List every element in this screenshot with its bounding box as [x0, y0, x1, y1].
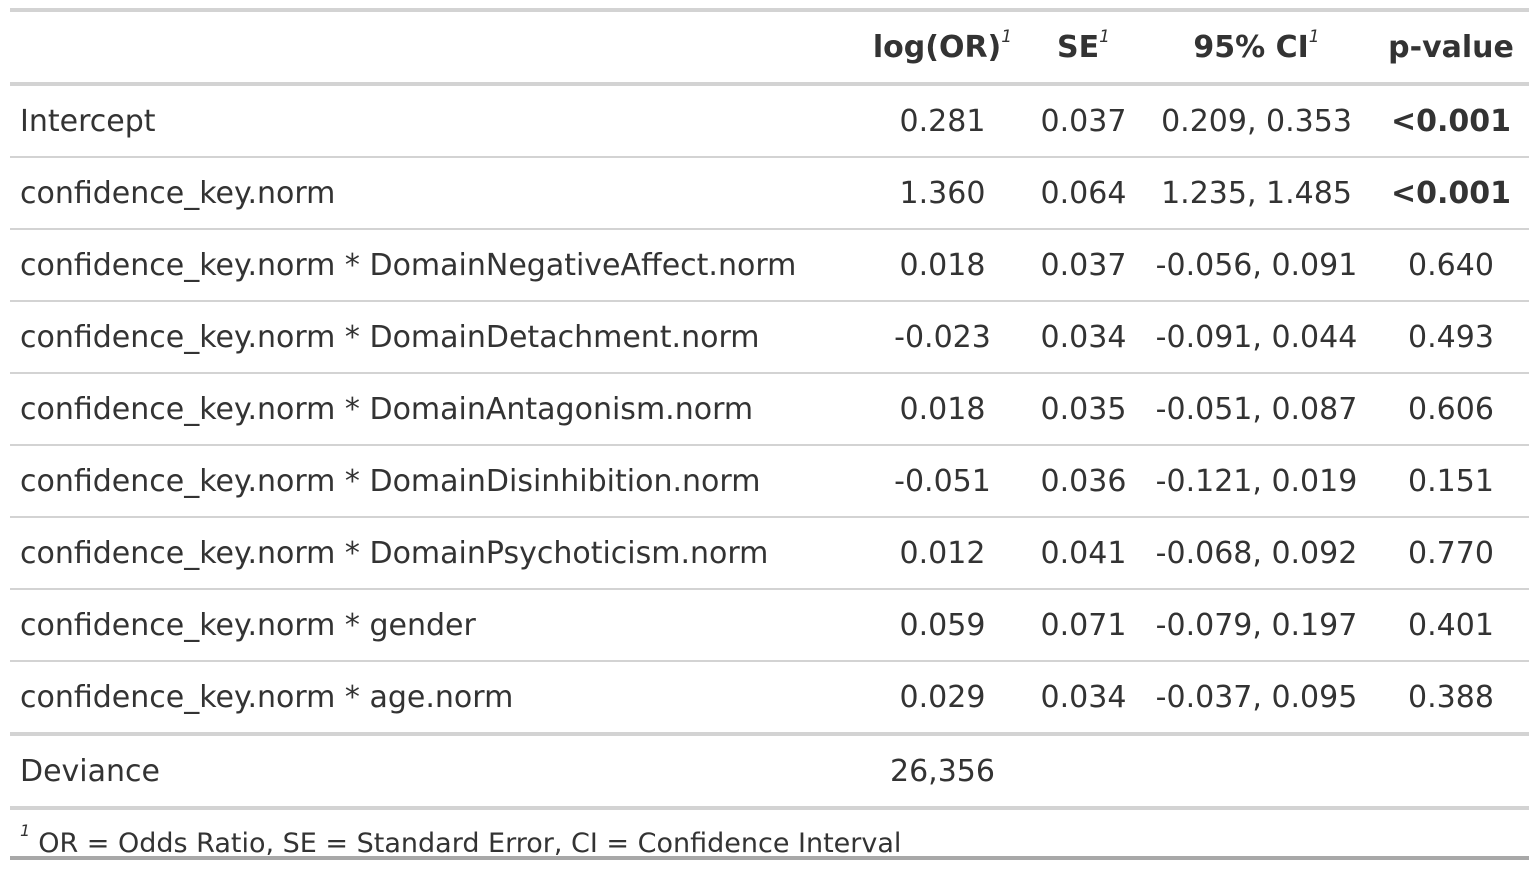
ci-cell: -0.037, 0.095 — [1140, 661, 1373, 736]
se-cell: 0.041 — [1027, 517, 1140, 590]
term-label-cell: confidence_key.norm * gender — [10, 589, 858, 662]
log-or-cell: 0.059 — [858, 589, 1027, 662]
p-value-cell: 0.493 — [1373, 301, 1529, 374]
table-footnote: 1 OR = Odds Ratio, SE = Standard Error, C… — [10, 810, 1529, 860]
p-value-cell: 0.401 — [1373, 589, 1529, 662]
table-row: confidence_key.norm * gender 0.059 0.071 -0… — [10, 589, 1529, 662]
footnote-marker: 1 — [1099, 26, 1110, 47]
table-row: confidence_key.norm * DomainDetachment.n… — [10, 301, 1529, 374]
log-or-cell: 1.360 — [858, 157, 1027, 230]
p-value-cell: 0.388 — [1373, 661, 1529, 736]
footnote-marker: 1 — [20, 821, 31, 840]
header-se: SE1 — [1027, 10, 1140, 86]
term-label-cell: confidence_key.norm * DomainNegativeAffe… — [10, 229, 858, 302]
table-row: confidence_key.norm * DomainDisinhibitio… — [10, 445, 1529, 518]
header-log-or: log(OR)1 — [858, 10, 1027, 86]
table-row: confidence_key.norm * DomainPsychoticism… — [10, 517, 1529, 590]
ci-cell: -0.121, 0.019 — [1140, 445, 1373, 518]
p-value-cell: 0.151 — [1373, 445, 1529, 518]
se-cell: 0.071 — [1027, 589, 1140, 662]
term-label-cell: confidence_key.norm * DomainDetachment.n… — [10, 301, 858, 374]
glance-label: Deviance — [10, 734, 858, 810]
table-row: confidence_key.norm 1.360 0.064 1.235, 1.48… — [10, 157, 1529, 230]
term-label-cell: Intercept — [10, 84, 858, 158]
glance-value: 26,356 — [858, 734, 1027, 810]
table-row: confidence_key.norm * age.norm 0.029 0.034… — [10, 661, 1529, 736]
p-value-cell: 0.770 — [1373, 517, 1529, 590]
term-label-cell: confidence_key.norm — [10, 157, 858, 230]
ci-cell: -0.068, 0.092 — [1140, 517, 1373, 590]
header-p-value: p-value — [1373, 10, 1529, 86]
glance-empty-p — [1373, 734, 1529, 810]
ci-cell: -0.056, 0.091 — [1140, 229, 1373, 302]
log-or-cell: 0.029 — [858, 661, 1027, 736]
header-label — [10, 10, 858, 86]
term-label-cell: confidence_key.norm * DomainPsychoticism… — [10, 517, 858, 590]
table-row: Intercept 0.281 0.037 0.209, 0.353 <0.001 — [10, 84, 1529, 158]
term-label-cell: confidence_key.norm * age.norm — [10, 661, 858, 736]
se-cell: 0.037 — [1027, 84, 1140, 158]
header-log-or-text: log(OR) — [872, 29, 1002, 65]
log-or-cell: 0.012 — [858, 517, 1027, 590]
regression-table: log(OR)1 SE1 95% CI1 p-value Intercept 0.… — [10, 8, 1529, 810]
se-cell: 0.064 — [1027, 157, 1140, 230]
glance-row-deviance: Deviance 26,356 — [10, 734, 1529, 810]
se-cell: 0.036 — [1027, 445, 1140, 518]
p-value-cell: <0.001 — [1373, 157, 1529, 230]
glance-empty-ci — [1140, 734, 1373, 810]
ci-cell: -0.091, 0.044 — [1140, 301, 1373, 374]
se-cell: 0.035 — [1027, 373, 1140, 446]
log-or-cell: 0.018 — [858, 229, 1027, 302]
term-label-cell: confidence_key.norm * DomainDisinhibitio… — [10, 445, 858, 518]
header-ci: 95% CI1 — [1140, 10, 1373, 86]
p-value-cell: 0.606 — [1373, 373, 1529, 446]
ci-cell: 0.209, 0.353 — [1140, 84, 1373, 158]
term-label-cell: confidence_key.norm * DomainAntagonism.n… — [10, 373, 858, 446]
log-or-cell: 0.281 — [858, 84, 1027, 158]
ci-cell: -0.051, 0.087 — [1140, 373, 1373, 446]
se-cell: 0.034 — [1027, 301, 1140, 374]
header-se-text: SE — [1057, 29, 1100, 65]
p-value-cell: <0.001 — [1373, 84, 1529, 158]
log-or-cell: 0.018 — [858, 373, 1027, 446]
table-body: Intercept 0.281 0.037 0.209, 0.353 <0.001 con… — [10, 84, 1529, 736]
footnote-marker: 1 — [1308, 26, 1320, 47]
header-ci-text: 95% CI — [1193, 29, 1309, 65]
se-cell: 0.037 — [1027, 229, 1140, 302]
table-row: confidence_key.norm * DomainNegativeAffe… — [10, 229, 1529, 302]
glance-empty-se — [1027, 734, 1140, 810]
ci-cell: -0.079, 0.197 — [1140, 589, 1373, 662]
ci-cell: 1.235, 1.485 — [1140, 157, 1373, 230]
log-or-cell: -0.051 — [858, 445, 1027, 518]
se-cell: 0.034 — [1027, 661, 1140, 736]
footnote-text: OR = Odds Ratio, SE = Standard Error, CI… — [38, 828, 902, 859]
log-or-cell: -0.023 — [858, 301, 1027, 374]
p-value-cell: 0.640 — [1373, 229, 1529, 302]
regression-table-container: log(OR)1 SE1 95% CI1 p-value Intercept 0.… — [10, 8, 1529, 860]
footnote-marker: 1 — [1001, 26, 1013, 47]
header-row: log(OR)1 SE1 95% CI1 p-value — [10, 10, 1529, 86]
table-row: confidence_key.norm * DomainAntagonism.n… — [10, 373, 1529, 446]
